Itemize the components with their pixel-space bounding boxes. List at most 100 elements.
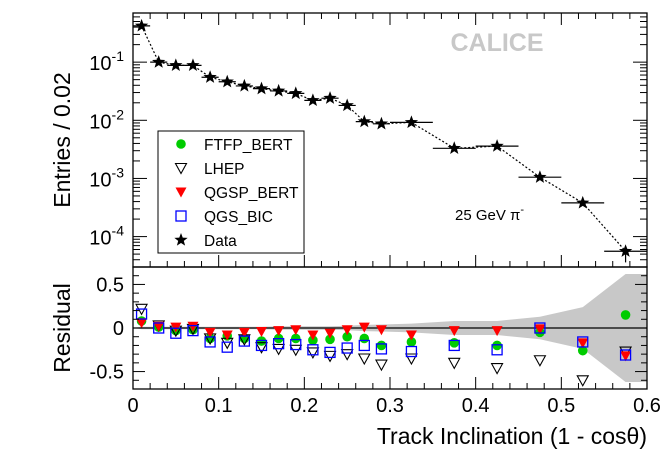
legend-entry: LHEP xyxy=(174,161,245,178)
residual-point xyxy=(255,339,268,352)
residual-point xyxy=(323,350,337,363)
residual-point xyxy=(358,339,370,352)
bottom-y-tick-label: -0.5 xyxy=(90,362,124,384)
residual-point xyxy=(449,338,460,348)
legend-entry: QGS_BIC xyxy=(175,209,273,226)
residual-point xyxy=(273,326,285,337)
residual-point xyxy=(534,324,546,335)
top-y-tick-label: 10-1 xyxy=(89,48,124,75)
residual-point xyxy=(325,334,335,345)
residual-point xyxy=(187,321,199,332)
residual-point xyxy=(238,327,250,338)
legend-marker xyxy=(175,210,187,222)
residual-point xyxy=(289,344,303,357)
x-tick-label: 0 xyxy=(127,395,138,417)
data-point xyxy=(152,55,166,68)
legend-items: FTFP_BERT LHEP QGSP_BERT QGS_BIC Data xyxy=(174,137,299,250)
data-point xyxy=(357,114,371,128)
tick-base: 10 xyxy=(89,169,111,191)
residual-point xyxy=(534,322,546,334)
bottom-y-tick-label: 0 xyxy=(113,318,124,340)
data-point xyxy=(576,195,590,209)
residual-point xyxy=(491,326,503,337)
residual-point xyxy=(324,328,336,339)
x-tick-label: 0.4 xyxy=(462,395,490,417)
tick-exponent: -3 xyxy=(112,164,125,180)
legend-marker xyxy=(174,233,188,246)
residual-point xyxy=(307,344,319,356)
residual-point xyxy=(357,353,371,366)
legend-entry: FTFP_BERT xyxy=(176,137,293,154)
tick-base: 10 xyxy=(89,111,111,133)
data-point xyxy=(289,86,303,100)
top-y-axis-ticks xyxy=(133,16,647,268)
residual-point xyxy=(272,338,285,350)
energy-annotation-text: 25 GeV π xyxy=(455,207,520,224)
data-point xyxy=(203,70,217,83)
tick-exponent: -2 xyxy=(112,106,125,122)
residual-point xyxy=(187,324,199,337)
residual-point xyxy=(376,340,387,351)
residual-point xyxy=(238,335,251,347)
data-point xyxy=(271,83,286,97)
data-point xyxy=(237,78,252,92)
legend-label: Data xyxy=(204,233,237,250)
residual-point xyxy=(577,345,588,356)
energy-annotation-sup: - xyxy=(520,204,524,216)
data-point xyxy=(618,244,633,257)
residual-point xyxy=(405,345,418,358)
residual-point xyxy=(375,343,388,355)
residual-point xyxy=(307,330,319,341)
residual-point xyxy=(221,330,233,341)
tick-exponent: -4 xyxy=(112,223,125,239)
energy-annotation: 25 GeV π- xyxy=(455,204,524,224)
residual-point xyxy=(341,325,353,336)
distribution-panel: CALICE 10-110-210-310-4 Entries / 0.02 2… xyxy=(49,12,648,268)
legend-label: QGS_BIC xyxy=(204,209,273,226)
top-y-tick-label: 10-3 xyxy=(89,164,124,191)
residual-point xyxy=(405,330,417,341)
residual-point xyxy=(342,331,352,342)
bottom-y-tick-labels: 0.5 0 -0.5 xyxy=(90,274,124,383)
residual-point xyxy=(576,375,590,387)
data-series xyxy=(133,18,647,263)
residual-point xyxy=(620,310,631,320)
residual-point xyxy=(324,346,336,359)
data-point xyxy=(134,18,149,32)
residual-point xyxy=(290,325,302,336)
data-point xyxy=(220,74,234,88)
residual-point xyxy=(205,333,215,344)
legend-label: LHEP xyxy=(204,161,245,178)
top-y-tick-labels: 10-110-210-310-4 xyxy=(89,48,124,249)
legend-entry: Data xyxy=(174,233,237,250)
residual-point xyxy=(577,336,589,348)
top-x-axis-ticks xyxy=(132,13,648,267)
legend-label: QGSP_BERT xyxy=(204,185,299,202)
x-tick-label: 0.6 xyxy=(633,395,661,417)
residual-point xyxy=(359,333,370,344)
legend: FTFP_BERT LHEP QGSP_BERT QGS_BIC Data xyxy=(157,130,305,254)
data-point xyxy=(533,170,547,183)
residual-point xyxy=(204,336,216,348)
residual-point xyxy=(448,326,460,337)
bottom-x-axis-ticks xyxy=(132,377,648,389)
top-y-tick-label: 10-2 xyxy=(89,106,124,133)
x-tick-label: 0.1 xyxy=(205,395,233,417)
residual-point xyxy=(533,355,547,367)
residual-point xyxy=(136,318,148,329)
residual-point xyxy=(204,327,216,338)
residual-points xyxy=(135,303,633,387)
residual-point xyxy=(153,322,165,334)
residual-point xyxy=(619,349,632,361)
residual-point xyxy=(135,308,148,320)
calice-watermark: CALICE xyxy=(450,29,543,57)
residual-series xyxy=(136,318,632,362)
bottom-y-axis-ticks xyxy=(133,266,647,390)
bottom-y-tick-label: 0.5 xyxy=(96,274,124,296)
residual-point xyxy=(153,321,165,332)
data-point xyxy=(374,116,389,130)
data-point xyxy=(447,141,461,154)
residual-point xyxy=(170,327,182,339)
residual-point xyxy=(290,338,302,351)
